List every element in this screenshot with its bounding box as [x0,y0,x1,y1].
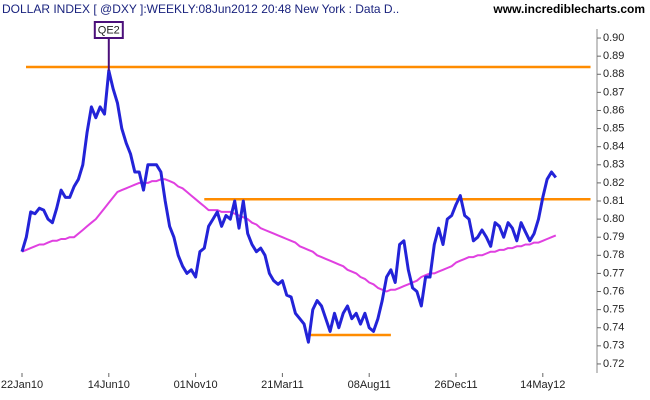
y-tick-label: 0.86 [603,104,624,116]
y-tick-label: 0.73 [603,340,624,352]
y-tick-label: 0.83 [603,159,624,171]
y-tick-label: 0.74 [603,322,624,334]
y-tick-label: 0.90 [603,32,624,44]
x-tick-label: 22Jan10 [1,379,43,391]
y-tick-label: 0.77 [603,267,624,279]
y-tick-label: 0.89 [603,50,624,62]
y-tick-label: 0.75 [603,304,624,316]
y-tick-label: 0.79 [603,231,624,243]
y-tick-label: 0.82 [603,177,624,189]
x-tick-label: 14Jun10 [88,379,130,391]
chart-title: DOLLAR INDEX [ @DXY ]:WEEKLY:08Jun2012 2… [2,2,399,16]
y-tick-label: 0.88 [603,68,624,80]
y-tick-label: 0.84 [603,141,624,153]
annotation-label: QE2 [98,24,120,36]
y-tick-label: 0.81 [603,195,624,207]
x-tick-label: 14May12 [520,379,565,391]
y-tick-label: 0.87 [603,86,624,98]
series-line [21,178,557,293]
y-tick-label: 0.78 [603,249,624,261]
series-line [20,69,557,344]
x-tick-label: 01Nov10 [174,379,218,391]
y-tick-label: 0.85 [603,122,624,134]
x-tick-label: 26Dec11 [434,379,477,391]
annotation-box [93,21,124,39]
x-tick-label: 08Aug11 [348,379,391,391]
y-tick-label: 0.80 [603,213,624,225]
x-tick-label: 21Mar11 [261,379,304,391]
source: www.incrediblecharts.com [492,2,645,16]
y-tick-label: 0.72 [603,358,624,370]
y-tick-label: 0.76 [603,285,624,297]
